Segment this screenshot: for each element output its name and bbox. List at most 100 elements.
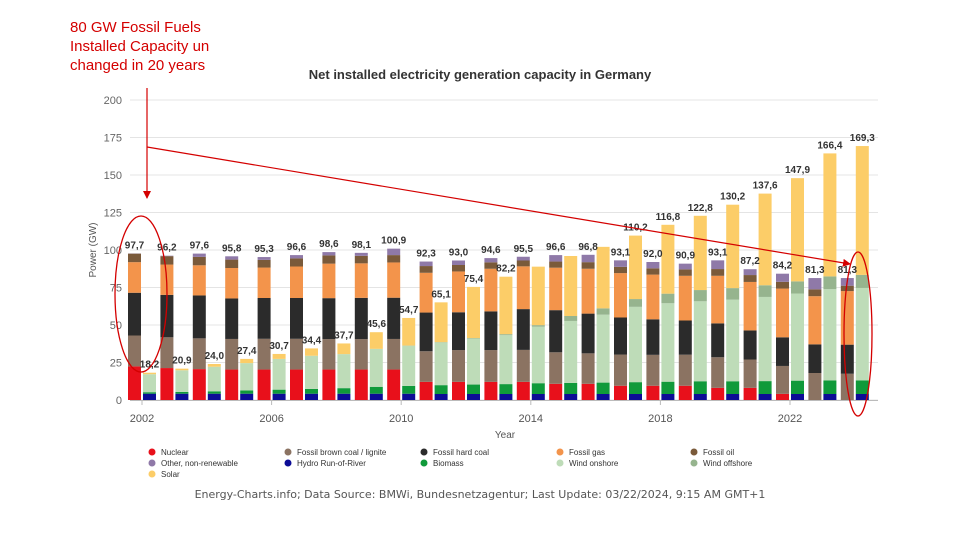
data-label: 96,2 [157,243,177,254]
y-tick-label: 125 [104,208,122,220]
bar-segment [564,256,578,316]
bar-segment [596,246,610,309]
bar-segment [207,393,221,400]
bar-segment [322,255,336,264]
bar-segment [207,391,221,394]
data-label: 94,6 [481,245,501,256]
bar-segment [225,338,239,370]
data-label: 81,3 [805,265,825,276]
bar-segment [840,291,854,345]
data-label: 30,7 [269,341,289,352]
bar-segment [419,351,433,382]
bar-segment [791,178,804,282]
bar-segment [855,287,869,381]
bar-segment [354,339,368,370]
legend-marker [148,470,156,478]
bar-segment [564,394,578,400]
bar-segment [614,260,627,267]
bar-segment [128,262,141,293]
bar-segment [192,295,206,339]
bar-segment [661,394,675,400]
bar-segment [693,290,707,302]
data-label: 98,6 [319,239,339,250]
legend-marker [420,448,428,456]
x-tick-label: 2018 [648,413,672,425]
bar-segment [225,259,239,268]
data-label: 45,6 [367,319,387,330]
bar-segment [855,146,869,275]
bar-segment [791,281,804,294]
bar-segment [646,354,660,386]
bar-segment [354,369,368,400]
bar-segment [452,312,465,351]
bar-segment [693,394,707,400]
bar-segment [175,391,189,394]
bar-segment [711,357,725,388]
legend-marker [148,459,156,467]
bar-segment [240,390,254,394]
bar-segment [192,369,206,400]
bar-segment [369,349,383,387]
bar-segment [726,381,740,394]
bar-segment [225,369,239,400]
data-label: 93,1 [611,247,631,258]
bar-segment [823,394,837,400]
x-axis-label: Year [495,430,516,441]
bar-segment [614,317,627,355]
bar-segment [549,352,563,384]
bar-segment [678,275,692,321]
legend-label: Solar [161,470,180,479]
bar-segment [855,394,869,400]
bar-segment [646,274,660,320]
bar-segment [160,294,174,338]
y-tick-label: 150 [104,170,122,182]
data-label: 93,1 [708,247,728,258]
data-label: 137,6 [753,181,778,192]
bar-segment [823,153,837,277]
annotation-line: 80 GW Fossil Fuels [70,19,201,36]
legend-marker [284,448,292,456]
bar-segment [143,392,156,394]
bar-segment [272,353,286,359]
bar-segment [434,385,448,394]
bar-segment [646,268,660,275]
bar-segment [614,354,627,386]
axes: 0 25 50 75 100 125 150 175 200 2002 2006 2010 2014 20… [104,95,878,425]
bar-segment [225,298,239,339]
bar-segment [128,366,141,400]
legend-marker [420,459,428,467]
bar-segment [823,289,837,381]
bar-segment [726,204,740,289]
bar-segment [808,278,822,290]
bar-segment [257,267,271,298]
bar-segment [192,256,206,266]
annotation-overlay [114,88,873,417]
bar-segment [354,297,368,340]
bar-segment [419,261,433,267]
bar-segment [581,268,595,314]
bar-segment [791,394,804,400]
bar-segment [549,267,563,311]
bar-segment [823,380,837,394]
annotation-text: 80 GW Fossil Fuels Installed Capacity un… [70,18,290,75]
bar-segment [549,255,563,262]
bar-segment [776,337,789,366]
data-label: 147,9 [785,165,810,176]
bar-segment [855,380,869,394]
bar-segment [387,297,401,339]
data-label: 20,9 [172,356,192,367]
bar-segment [531,266,545,326]
bar-segment [402,393,416,400]
y-axis-label: Power (GW) [88,223,99,278]
bar-segment [434,342,448,386]
data-label: 98,1 [352,240,372,251]
bar-segment [369,393,383,400]
bar-segment [387,248,401,256]
data-label: 96,8 [578,242,598,253]
data-label: 96,6 [546,242,566,253]
x-tick-label: 2006 [259,413,283,425]
legend-label: Fossil oil [703,448,734,457]
bar-segment [484,262,498,269]
bar-segment [192,265,206,296]
annotation-arrow-trend [146,146,851,267]
